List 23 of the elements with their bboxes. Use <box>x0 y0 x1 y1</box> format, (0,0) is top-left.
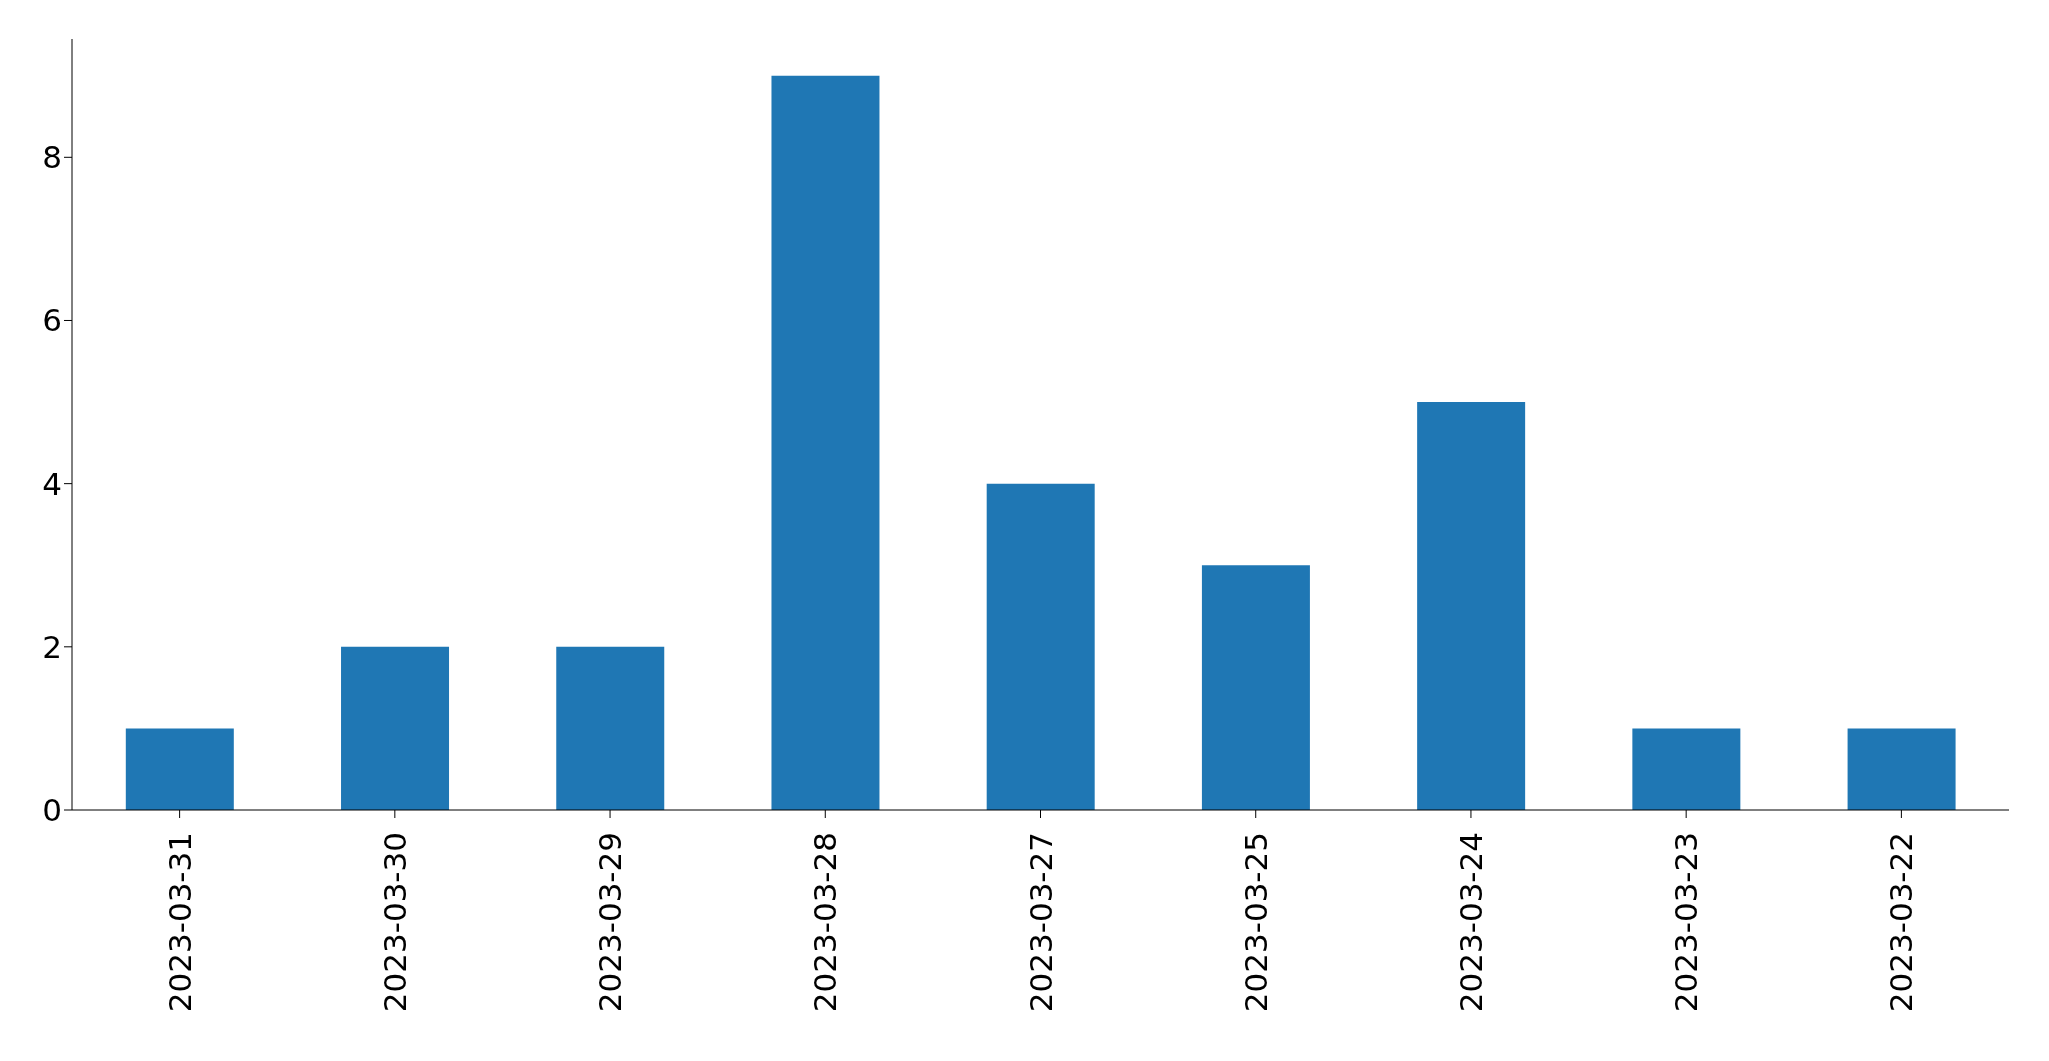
bar <box>771 75 880 810</box>
bar <box>986 483 1095 810</box>
y-tick-label: 4 <box>42 465 62 502</box>
x-tick-label: 2023-03-29 <box>592 832 629 1013</box>
x-tick-label: 2023-03-30 <box>376 832 413 1013</box>
bar <box>556 646 665 810</box>
bar <box>1417 402 1526 810</box>
bar <box>1632 728 1741 810</box>
x-tick-label: 2023-03-31 <box>161 832 198 1013</box>
y-tick-label: 8 <box>42 139 62 176</box>
y-tick-label: 6 <box>42 302 62 339</box>
bar <box>1847 728 1956 810</box>
y-tick-label: 2 <box>42 628 62 665</box>
y-tick-label: 0 <box>42 792 62 829</box>
x-tick-label: 2023-03-22 <box>1883 832 1920 1013</box>
x-tick-label: 2023-03-28 <box>807 832 844 1013</box>
x-tick-label: 2023-03-23 <box>1668 832 1705 1013</box>
bar <box>341 646 450 810</box>
bar <box>125 728 234 810</box>
x-tick-label: 2023-03-27 <box>1022 832 1059 1013</box>
x-tick-label: 2023-03-24 <box>1452 832 1489 1013</box>
x-tick-label: 2023-03-25 <box>1237 832 1274 1013</box>
bar <box>1201 565 1310 810</box>
